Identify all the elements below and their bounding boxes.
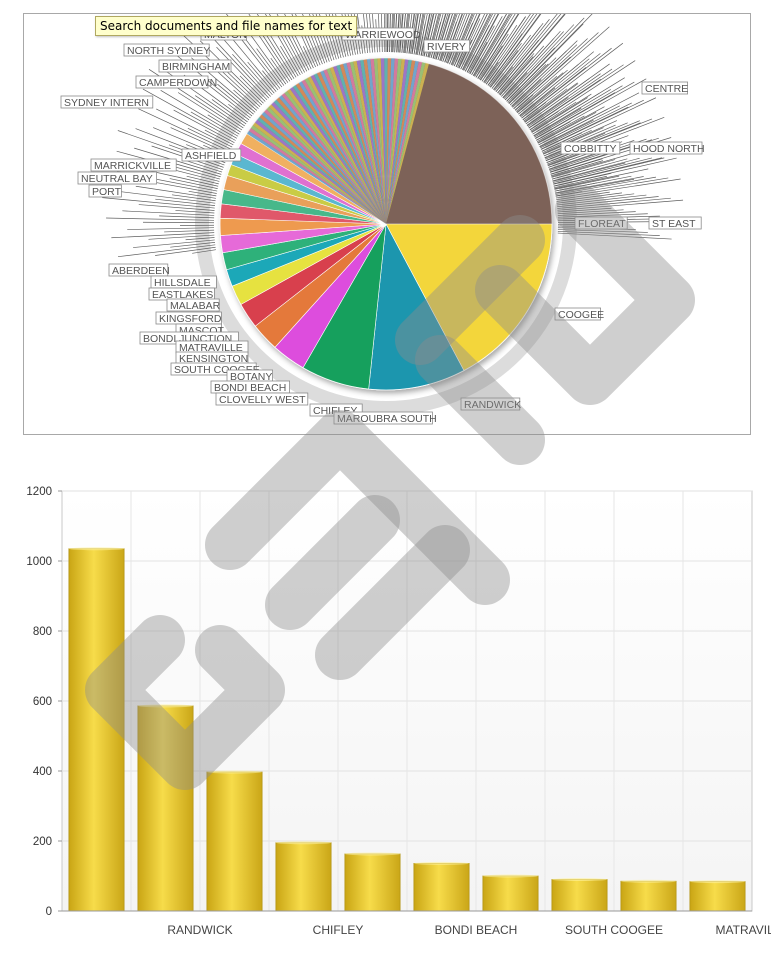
svg-text:RIVERY: RIVERY	[427, 41, 466, 53]
svg-text:ABERDEEN: ABERDEEN	[112, 265, 170, 277]
y-tick-label: 200	[33, 836, 52, 848]
pie-label-eastlakes: EASTLAKES	[148, 287, 215, 301]
svg-text:EASTLAKES: EASTLAKES	[152, 289, 213, 301]
pie-label-botany: BOTANY	[226, 369, 273, 383]
svg-text:ST EAST: ST EAST	[652, 218, 696, 230]
x-tick-label-south-coogee: SOUTH COOGEE	[565, 923, 663, 937]
svg-text:RANDWICK: RANDWICK	[464, 399, 521, 411]
pie-label-clovelly-west: CLOVELLY WEST	[215, 392, 309, 406]
pie-label-bondi-beach: BONDI BEACH	[210, 380, 290, 394]
bar-south-coogee[interactable]	[551, 879, 608, 912]
pie-label-camperdown: CAMPERDOWN	[135, 75, 217, 89]
svg-text:NEUTRAL BAY: NEUTRAL BAY	[81, 173, 153, 185]
x-tick-label-chifley: CHIFLEY	[313, 923, 364, 937]
pie-label-hillsdale: HILLSDALE	[150, 275, 217, 289]
svg-text:FLOREAT: FLOREAT	[578, 218, 626, 230]
pie-label-hood-north: HOOD NORTH	[629, 141, 705, 155]
bar-bondi-beach[interactable]	[413, 862, 470, 912]
pie-label-cobbitty: COBBITTY	[560, 141, 621, 155]
pie-label-kingsford: KINGSFORD	[155, 311, 222, 325]
svg-text:BONDI BEACH: BONDI BEACH	[214, 382, 286, 394]
svg-text:BOTANY: BOTANY	[230, 371, 272, 383]
pie-label-neutral-bay: NEUTRAL BAY	[77, 171, 157, 185]
pie-label-aberdeen: ABERDEEN	[108, 263, 170, 277]
svg-text:SYDNEY INTERN: SYDNEY INTERN	[64, 97, 149, 109]
bar-randwick[interactable]	[137, 705, 194, 912]
svg-text:CLOVELLY WEST: CLOVELLY WEST	[219, 394, 306, 406]
svg-text:CAMPERDOWN: CAMPERDOWN	[139, 77, 217, 89]
pie-label-ashfield: ASHFIELD	[181, 148, 242, 162]
pie-label-randwick: RANDWICK	[460, 397, 521, 411]
svg-text:COOGEE: COOGEE	[558, 309, 604, 321]
y-tick-label: 600	[33, 696, 52, 708]
pie-label-matraville: MATRAVILLE	[175, 340, 249, 354]
svg-text:KINGSFORD: KINGSFORD	[159, 313, 222, 325]
y-tick-label: 0	[46, 906, 52, 918]
pie-label-birmingham: BIRMINGHAM	[158, 59, 232, 73]
bar-chifley[interactable]	[275, 842, 332, 912]
y-tick-label: 1200	[26, 486, 52, 498]
search-tooltip: Search documents and file names for text	[95, 16, 358, 36]
svg-text:MATRAVILLE: MATRAVILLE	[179, 342, 243, 354]
x-tick-label-bondi-beach: BONDI BEACH	[435, 923, 518, 937]
pie-label-floreat: FLOREAT	[574, 216, 628, 230]
pie-label-centre: CENTRE	[641, 81, 688, 95]
bar-coogee[interactable]	[68, 548, 125, 912]
svg-text:HILLSDALE: HILLSDALE	[154, 277, 211, 289]
svg-text:COBBITTY: COBBITTY	[564, 143, 617, 155]
svg-text:WARRIEWOOD: WARRIEWOOD	[345, 29, 421, 41]
svg-text:BIRMINGHAM: BIRMINGHAM	[162, 61, 230, 73]
svg-text:MARRICKVILLE: MARRICKVILLE	[94, 160, 171, 172]
x-tick-label-matraville: MATRAVILLE	[716, 923, 771, 937]
bar-botany[interactable]	[482, 875, 539, 912]
svg-text:NORTH SYDNEY: NORTH SYDNEY	[127, 45, 210, 57]
x-tick-label-randwick: RANDWICK	[167, 923, 232, 937]
pie-chart-panel: NORTH SYDNEYMALTONWARRIEWOODRIVERYBIRMIN…	[23, 13, 751, 435]
pie-chart: NORTH SYDNEYMALTONWARRIEWOODRIVERYBIRMIN…	[60, 14, 705, 425]
bar-matraville[interactable]	[689, 881, 746, 912]
bar-chart: 0 200 400 600 800 1000 1200 RANDWICK CHIFLEY BOND…	[26, 486, 771, 937]
bar-kensington[interactable]	[620, 880, 677, 912]
pie-label-st-east: ST EAST	[648, 216, 702, 230]
bar-clovelly-west[interactable]	[344, 853, 401, 912]
svg-text:PORT: PORT	[92, 186, 122, 198]
svg-text:MALABAR: MALABAR	[170, 300, 221, 312]
bar-maroubra-south[interactable]	[206, 771, 263, 912]
svg-text:MAROUBRA SOUTH: MAROUBRA SOUTH	[337, 413, 437, 425]
pie-label-rivery: RIVERY	[423, 39, 470, 53]
pie-label-port: PORT	[88, 184, 122, 198]
pie-label-sydney-intern: SYDNEY INTERN	[60, 95, 154, 109]
pie-label-kensington: KENSINGTON	[175, 351, 249, 365]
pie-label-malabar: MALABAR	[166, 298, 221, 312]
pie-label-north-sydney: NORTH SYDNEY	[123, 43, 210, 57]
y-tick-label: 1000	[26, 556, 52, 568]
pie-label-coogee: COOGEE	[554, 307, 604, 321]
bar-chart-panel: 0 200 400 600 800 1000 1200 RANDWICK CHIFLEY BOND…	[0, 470, 771, 967]
y-tick-label: 400	[33, 766, 52, 778]
pie-label-marrickville: MARRICKVILLE	[90, 158, 177, 172]
svg-text:KENSINGTON: KENSINGTON	[179, 353, 248, 365]
svg-text:CENTRE: CENTRE	[645, 83, 688, 95]
pie-label-maroubra-south: MAROUBRA SOUTH	[333, 411, 437, 425]
pie-label-warriewood: WARRIEWOOD	[341, 27, 421, 41]
y-tick-label: 800	[33, 626, 52, 638]
svg-text:ASHFIELD: ASHFIELD	[185, 150, 237, 162]
svg-text:HOOD NORTH: HOOD NORTH	[633, 143, 705, 155]
